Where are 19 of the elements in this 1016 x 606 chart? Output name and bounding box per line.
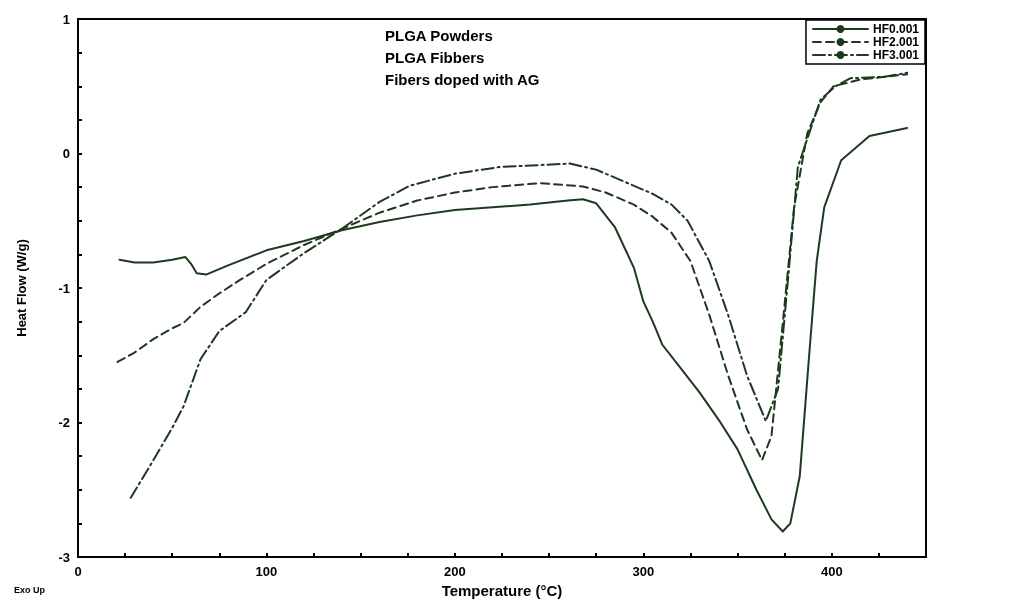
legend-label: HF0.001 xyxy=(872,22,920,36)
x-tick-label: 100 xyxy=(255,564,278,579)
x-tick-label: 400 xyxy=(820,564,843,579)
y-tick-label: -3 xyxy=(58,549,70,565)
text: Exo Up xyxy=(14,584,46,595)
x-tick-label: 0 xyxy=(74,564,82,579)
y-axis-title: Heat Flow (W/g) xyxy=(14,239,29,337)
y-tick-label: 0 xyxy=(62,146,70,161)
legend-label: HF3.001 xyxy=(872,48,920,62)
annotation: PLGA Powders xyxy=(385,27,493,44)
y-tick-label: -2 xyxy=(58,415,70,430)
y-tick-label: -1 xyxy=(58,280,70,296)
annotation: PLGA Fibbers xyxy=(385,49,485,66)
x-tick-label: 200 xyxy=(444,564,466,579)
y-tick-label: 1 xyxy=(62,11,70,27)
legend-label: HF2.001 xyxy=(872,35,920,49)
x-axis-title: Temperature (°C) xyxy=(441,582,563,599)
annotation: Fibers doped with AG xyxy=(385,71,540,88)
x-tick-label: 300 xyxy=(632,564,655,579)
